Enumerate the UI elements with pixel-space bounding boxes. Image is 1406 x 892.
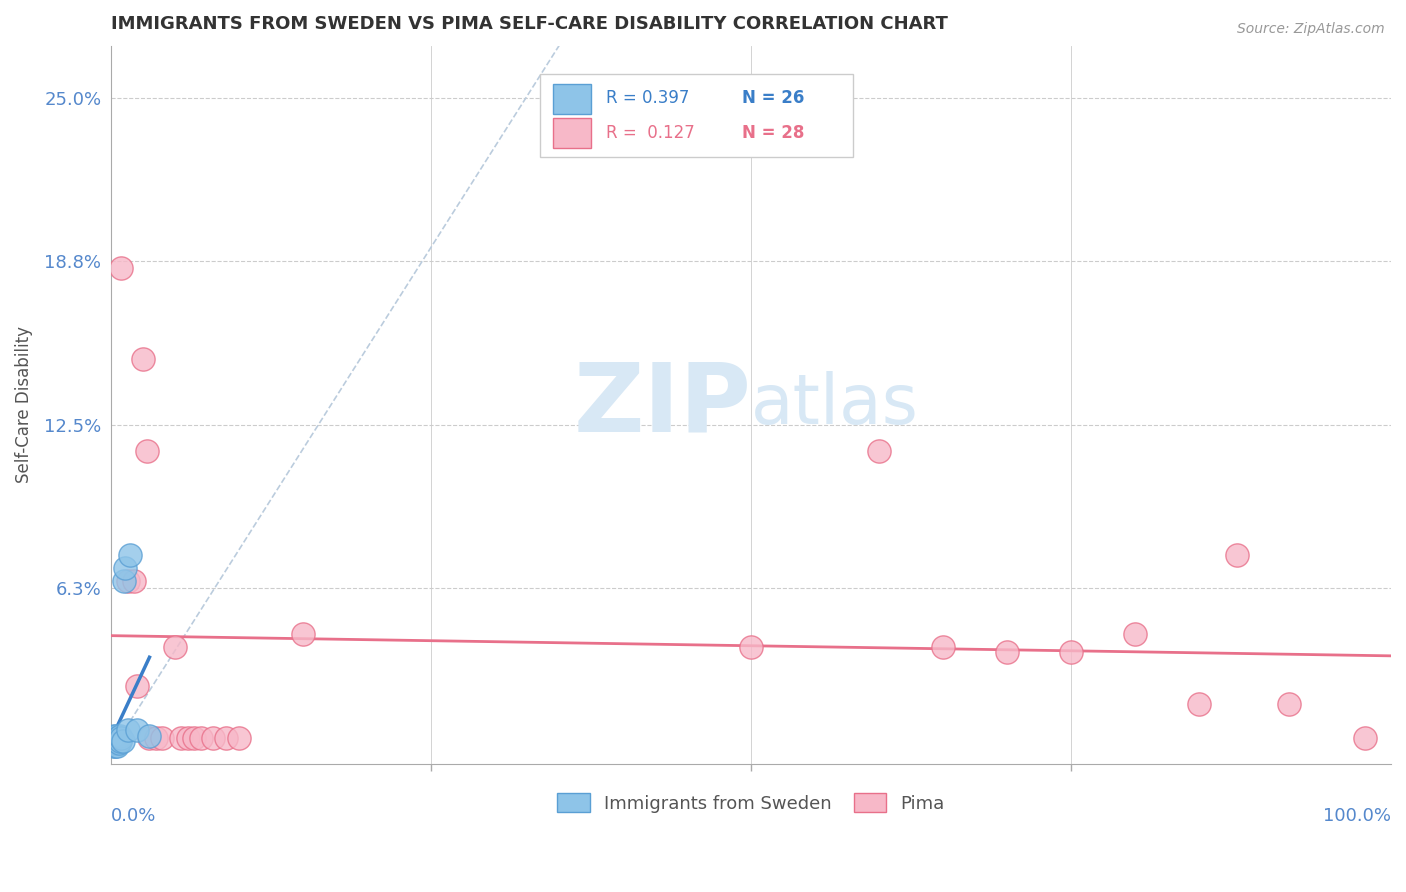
Text: 0.0%: 0.0%	[111, 807, 156, 825]
Point	[111, 733, 134, 747]
Point	[108, 729, 131, 743]
FancyBboxPatch shape	[540, 74, 853, 157]
Point	[114, 561, 136, 575]
Point	[117, 723, 139, 738]
Y-axis label: Self-Care Disability: Self-Care Disability	[15, 326, 32, 483]
Point	[112, 574, 135, 589]
Point	[110, 260, 132, 275]
Point	[1123, 626, 1146, 640]
Point	[132, 352, 155, 367]
Point	[105, 729, 128, 743]
Point	[120, 548, 142, 562]
Point	[215, 731, 238, 746]
Point	[108, 733, 131, 747]
FancyBboxPatch shape	[553, 84, 591, 114]
Point	[932, 640, 955, 654]
Point	[202, 731, 225, 746]
Point	[125, 679, 148, 693]
Point	[135, 443, 157, 458]
Point	[1226, 548, 1249, 562]
Point	[103, 739, 125, 753]
Point	[107, 736, 129, 750]
Point	[101, 736, 124, 750]
Point	[228, 731, 250, 746]
Point	[138, 731, 160, 746]
Text: R = 0.397: R = 0.397	[606, 89, 690, 107]
Point	[145, 731, 167, 746]
Point	[1188, 697, 1211, 711]
Point	[292, 626, 315, 640]
Point	[122, 574, 145, 589]
Point	[1060, 645, 1083, 659]
Text: N = 28: N = 28	[742, 124, 804, 143]
Point	[170, 731, 193, 746]
Point	[107, 731, 129, 746]
Point	[117, 574, 139, 589]
Point	[190, 731, 212, 746]
Point	[104, 736, 127, 750]
Text: R =  0.127: R = 0.127	[606, 124, 695, 143]
Point	[868, 443, 890, 458]
Point	[995, 645, 1018, 659]
Point	[740, 640, 762, 654]
Point	[125, 723, 148, 738]
FancyBboxPatch shape	[553, 119, 591, 148]
Point	[104, 739, 127, 753]
Point	[104, 731, 127, 746]
Text: Source: ZipAtlas.com: Source: ZipAtlas.com	[1237, 22, 1385, 37]
Point	[1354, 731, 1376, 746]
Text: ZIP: ZIP	[574, 359, 751, 451]
Legend: Immigrants from Sweden, Pima: Immigrants from Sweden, Pima	[550, 786, 952, 820]
Point	[107, 733, 129, 747]
Point	[1278, 697, 1301, 711]
Point	[165, 640, 187, 654]
Point	[107, 731, 129, 746]
Text: atlas: atlas	[751, 371, 920, 439]
Point	[103, 729, 125, 743]
Point	[138, 729, 160, 743]
Point	[105, 736, 128, 750]
Point	[103, 733, 125, 747]
Point	[110, 731, 132, 746]
Point	[150, 731, 173, 746]
Point	[105, 733, 128, 747]
Point	[101, 731, 124, 746]
Point	[183, 731, 205, 746]
Point	[177, 731, 200, 746]
Text: N = 26: N = 26	[742, 89, 804, 107]
Text: 100.0%: 100.0%	[1323, 807, 1391, 825]
Point	[107, 739, 129, 753]
Text: IMMIGRANTS FROM SWEDEN VS PIMA SELF-CARE DISABILITY CORRELATION CHART: IMMIGRANTS FROM SWEDEN VS PIMA SELF-CARE…	[111, 15, 948, 33]
